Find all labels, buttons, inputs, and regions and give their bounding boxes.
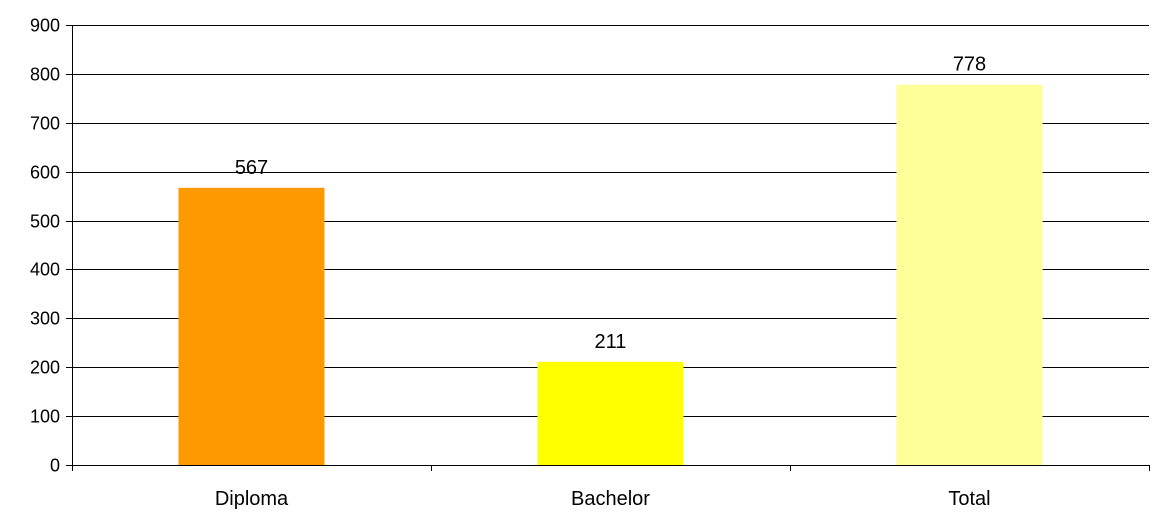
y-tick-label: 200 [30, 358, 60, 378]
bars [178, 84, 1043, 466]
y-tick-label: 400 [30, 260, 60, 280]
x-tick-label-diploma: Diploma [215, 488, 289, 510]
data-label-diploma: 567 [235, 157, 268, 179]
data-label-total: 778 [953, 54, 986, 76]
axes [66, 25, 1150, 471]
y-tick-label: 500 [30, 212, 60, 232]
y-tick-label: 700 [30, 114, 60, 134]
x-tick-label-bachelor: Bachelor [571, 488, 650, 510]
y-tick-label: 900 [30, 16, 60, 36]
bar-diploma [178, 187, 325, 466]
y-tick-label: 300 [30, 309, 60, 329]
y-tick-label: 100 [30, 407, 60, 427]
bar-total [896, 84, 1043, 466]
bar-bachelor [537, 361, 684, 465]
y-tick-label: 600 [30, 163, 60, 183]
y-tick-label: 800 [30, 65, 60, 85]
labels: 0 100 200 300 400 500 600 700 800 900 567 Diploma 21… [30, 16, 991, 511]
y-tick-label: 0 [50, 456, 60, 476]
x-tick-label-total: Total [948, 488, 990, 510]
data-label-bachelor: 211 [595, 331, 627, 353]
